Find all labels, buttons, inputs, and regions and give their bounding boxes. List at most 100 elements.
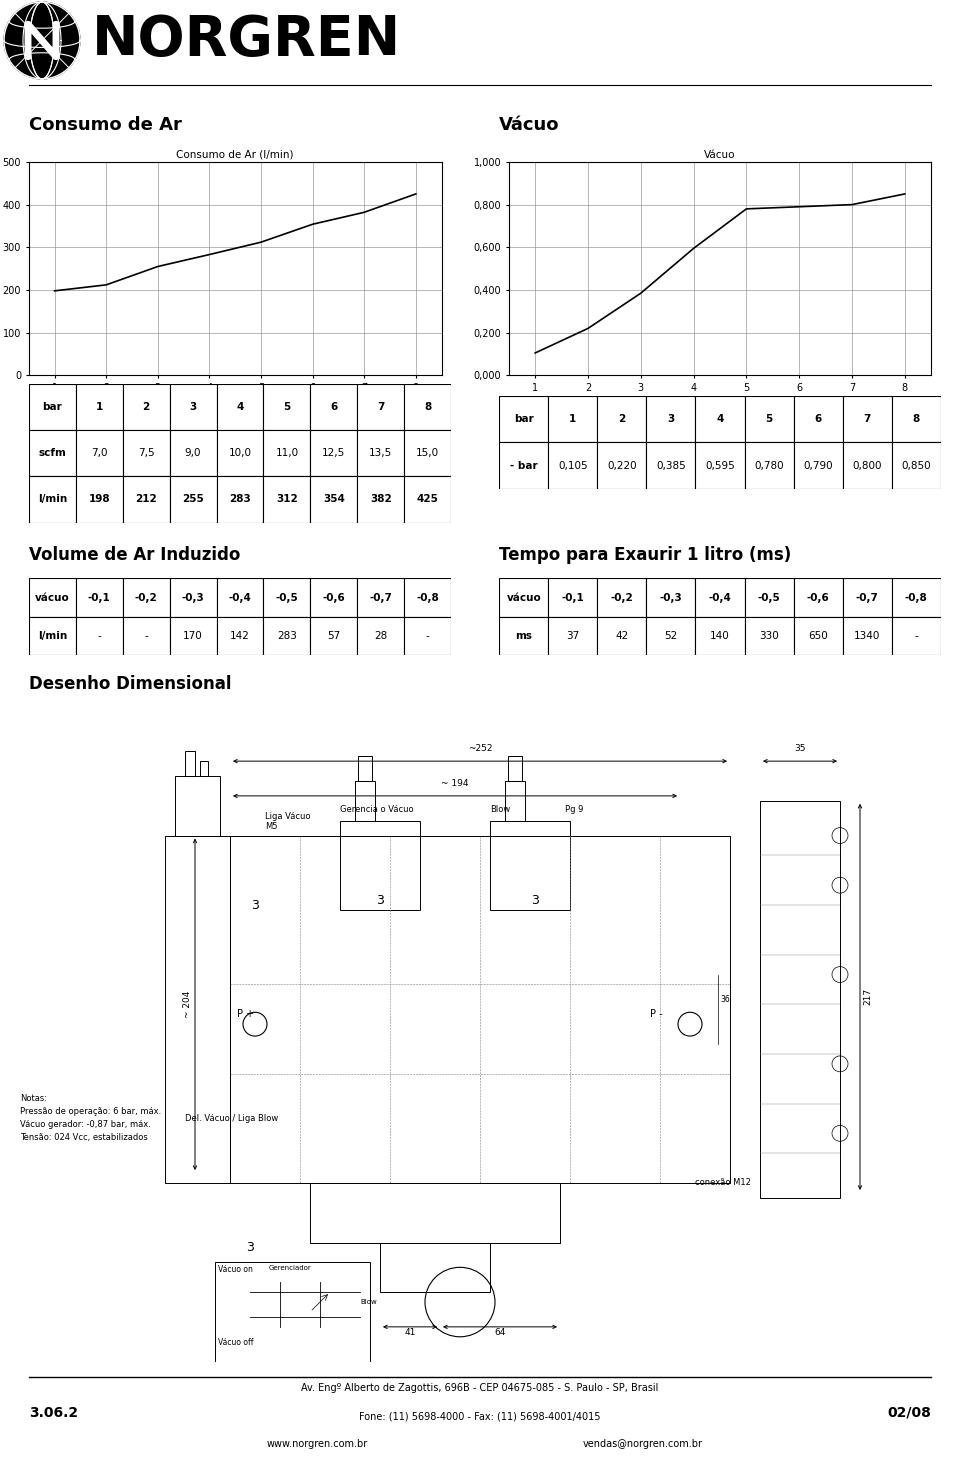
Text: 9,0: 9,0 [185, 449, 202, 458]
Text: 1340: 1340 [854, 631, 880, 640]
Text: 3: 3 [376, 894, 384, 907]
Text: 42: 42 [615, 631, 629, 640]
Title: Vácuo: Vácuo [705, 150, 735, 160]
Bar [695, 617, 745, 655]
Bar [310, 578, 357, 617]
Text: 11,0: 11,0 [276, 449, 299, 458]
Text: -0,6: -0,6 [323, 593, 346, 602]
Text: Blow: Blow [360, 1300, 376, 1306]
Text: l/min: l/min [37, 495, 67, 505]
Text: 283: 283 [229, 495, 251, 505]
Bar [357, 477, 404, 523]
Bar [404, 477, 451, 523]
Text: 1: 1 [569, 414, 576, 424]
Text: 0,595: 0,595 [706, 461, 734, 471]
Bar [215, 1263, 370, 1362]
Bar [170, 384, 217, 430]
Text: 3: 3 [246, 1241, 254, 1254]
Bar [760, 801, 840, 1198]
Text: 0,800: 0,800 [852, 461, 882, 471]
Text: Vácuo: Vácuo [499, 116, 560, 134]
Text: 2: 2 [142, 402, 150, 412]
Bar [404, 617, 451, 655]
Text: 6: 6 [814, 414, 822, 424]
Bar [29, 430, 76, 477]
Bar [200, 761, 208, 776]
Text: Av. Engº Alberto de Zagottis, 696B - CEP 04675-085 - S. Paulo - SP, Brasil: Av. Engº Alberto de Zagottis, 696B - CEP… [301, 1384, 659, 1393]
Bar [29, 384, 76, 430]
Bar [76, 430, 123, 477]
Bar [499, 617, 548, 655]
Bar [843, 396, 892, 442]
Text: 5: 5 [283, 402, 291, 412]
Bar [76, 617, 123, 655]
Bar [843, 442, 892, 489]
Text: -0,1: -0,1 [87, 593, 110, 602]
Bar [76, 578, 123, 617]
Text: 0,105: 0,105 [558, 461, 588, 471]
Text: 354: 354 [323, 495, 345, 505]
Text: Gerencia o Vácuo: Gerencia o Vácuo [340, 805, 414, 814]
Text: Del. Vácuo / Liga Blow: Del. Vácuo / Liga Blow [185, 1114, 278, 1123]
Text: l/min: l/min [37, 631, 67, 640]
Text: 330: 330 [759, 631, 779, 640]
Text: 382: 382 [370, 495, 392, 505]
Text: 52: 52 [664, 631, 678, 640]
Bar [310, 384, 357, 430]
Bar [310, 430, 357, 477]
Bar [646, 617, 695, 655]
Text: 198: 198 [88, 495, 110, 505]
Text: 0,790: 0,790 [804, 461, 833, 471]
Bar [745, 617, 794, 655]
Text: 312: 312 [276, 495, 298, 505]
Bar [892, 442, 941, 489]
Text: 15,0: 15,0 [417, 449, 440, 458]
Text: Tempo para Exaurir 1 litro (ms): Tempo para Exaurir 1 litro (ms) [499, 546, 791, 564]
Text: ~ 204: ~ 204 [182, 991, 191, 1019]
Bar [310, 477, 357, 523]
Bar [597, 578, 646, 617]
Bar [310, 617, 357, 655]
Bar [263, 384, 310, 430]
Text: 10,0: 10,0 [228, 449, 252, 458]
Bar [597, 617, 646, 655]
Text: 0,780: 0,780 [755, 461, 784, 471]
Text: www.norgren.com.br: www.norgren.com.br [266, 1440, 368, 1448]
Bar [357, 430, 404, 477]
Text: bar: bar [514, 414, 534, 424]
Bar [170, 430, 217, 477]
Text: 7,0: 7,0 [91, 449, 108, 458]
Text: 37: 37 [566, 631, 580, 640]
Text: 5: 5 [765, 414, 773, 424]
Bar [892, 396, 941, 442]
Bar [695, 578, 745, 617]
Text: 140: 140 [710, 631, 730, 640]
Text: -0,6: -0,6 [806, 593, 829, 602]
Text: -0,4: -0,4 [708, 593, 732, 602]
Bar [357, 578, 404, 617]
Bar [123, 430, 170, 477]
Text: 0,385: 0,385 [656, 461, 685, 471]
Text: 217: 217 [863, 988, 873, 1005]
Bar [892, 617, 941, 655]
Text: 8: 8 [424, 402, 431, 412]
Bar [794, 442, 843, 489]
Text: ~252: ~252 [468, 745, 492, 754]
Bar [548, 442, 597, 489]
Bar [355, 782, 375, 821]
Bar [123, 384, 170, 430]
Bar [310, 1183, 560, 1242]
Text: bar: bar [42, 402, 62, 412]
Bar [794, 396, 843, 442]
Text: 12,5: 12,5 [323, 449, 346, 458]
Bar [646, 396, 695, 442]
Text: -0,3: -0,3 [181, 593, 204, 602]
Bar [123, 617, 170, 655]
Text: 1: 1 [96, 402, 103, 412]
Text: 2: 2 [618, 414, 626, 424]
Text: 4: 4 [716, 414, 724, 424]
Text: -0,5: -0,5 [757, 593, 780, 602]
Text: 142: 142 [230, 631, 250, 640]
Text: -0,7: -0,7 [855, 593, 878, 602]
Bar [892, 578, 941, 617]
